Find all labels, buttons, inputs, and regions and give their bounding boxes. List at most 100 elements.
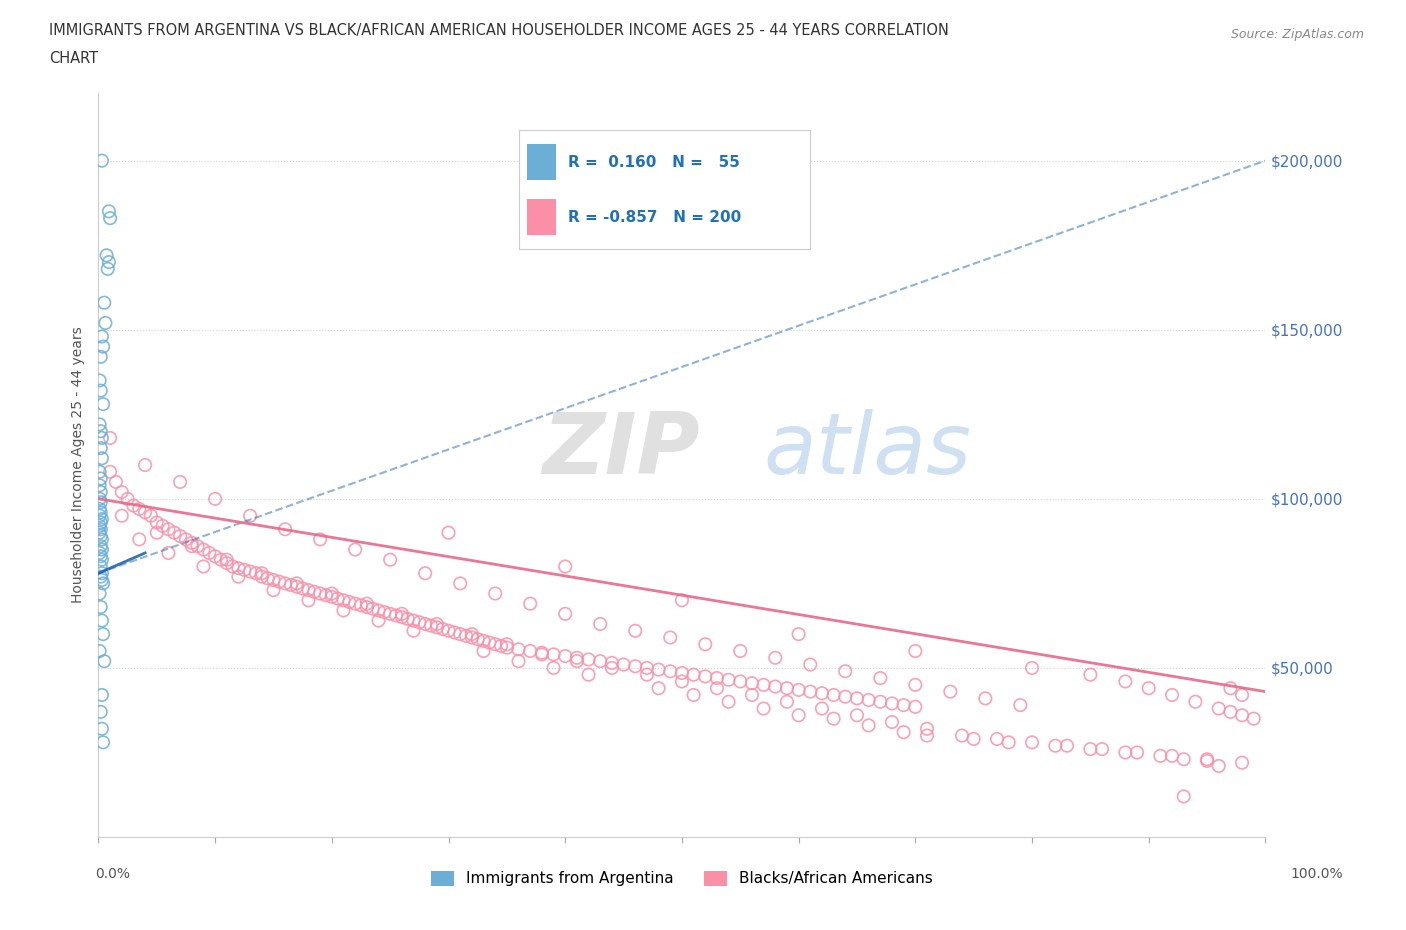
Point: [90, 515, 112, 530]
Point: [834, 664, 856, 679]
Point: [420, 618, 443, 633]
Point: [752, 701, 775, 716]
Text: CHART: CHART: [49, 51, 98, 66]
Point: [285, 579, 308, 594]
Point: [90, 565, 112, 580]
Point: [198, 546, 221, 561]
Point: [484, 637, 506, 652]
Point: [834, 689, 856, 704]
Point: [1208, 701, 1230, 716]
Point: [321, 590, 343, 604]
Point: [787, 683, 810, 698]
Point: [508, 654, 530, 669]
Point: [880, 696, 903, 711]
Point: [122, 498, 145, 513]
Point: [413, 617, 436, 631]
Point: [274, 522, 297, 537]
Point: [97, 204, 120, 219]
Point: [600, 656, 623, 671]
Point: [893, 724, 915, 739]
Point: [467, 631, 489, 646]
Point: [543, 660, 565, 675]
Point: [1243, 711, 1265, 726]
Point: [90, 329, 112, 344]
Point: [326, 591, 349, 606]
Point: [1091, 741, 1114, 756]
Point: [624, 658, 647, 673]
Point: [134, 505, 156, 520]
Point: [1056, 738, 1078, 753]
Point: [1184, 695, 1206, 710]
Point: [90, 451, 112, 466]
Point: [1219, 704, 1241, 719]
Point: [1021, 735, 1043, 750]
Point: [426, 620, 449, 635]
Point: [589, 617, 612, 631]
Point: [233, 563, 256, 578]
Point: [730, 644, 752, 658]
Point: [915, 728, 938, 743]
Point: [659, 630, 682, 644]
Point: [799, 684, 821, 699]
Point: [1010, 698, 1032, 712]
Point: [89, 464, 111, 479]
Point: [256, 571, 278, 586]
Point: [128, 532, 150, 547]
Point: [787, 708, 810, 723]
Point: [90, 569, 112, 584]
Point: [104, 474, 127, 489]
Point: [461, 630, 484, 644]
Point: [565, 654, 588, 669]
Point: [443, 625, 465, 640]
Point: [180, 536, 202, 551]
Point: [472, 633, 495, 648]
Point: [91, 397, 114, 412]
Point: [157, 522, 180, 537]
Point: [146, 525, 169, 540]
Point: [671, 592, 693, 607]
Point: [426, 617, 449, 631]
Point: [741, 687, 763, 702]
Point: [763, 650, 786, 665]
Point: [543, 647, 565, 662]
Point: [337, 594, 360, 609]
Point: [304, 584, 326, 599]
Point: [274, 576, 297, 591]
Point: [454, 629, 477, 644]
Point: [846, 708, 869, 723]
Point: [1230, 755, 1253, 770]
Text: 0.0%: 0.0%: [96, 867, 131, 881]
Point: [706, 681, 728, 696]
Point: [90, 495, 112, 510]
Point: [799, 658, 821, 672]
Point: [950, 728, 973, 743]
Text: Source: ZipAtlas.com: Source: ZipAtlas.com: [1230, 28, 1364, 41]
Point: [91, 627, 114, 642]
Point: [163, 525, 186, 540]
Point: [90, 441, 112, 456]
Point: [554, 648, 576, 663]
Point: [904, 699, 927, 714]
Point: [869, 695, 891, 710]
Point: [578, 652, 600, 667]
Point: [659, 664, 682, 679]
Point: [1230, 708, 1253, 723]
Point: [89, 518, 111, 533]
Point: [117, 491, 139, 506]
Point: [239, 565, 262, 579]
Point: [787, 627, 810, 642]
Point: [90, 613, 112, 628]
Point: [90, 538, 112, 553]
Point: [90, 472, 112, 486]
Point: [269, 574, 291, 589]
Point: [647, 681, 669, 696]
Point: [332, 603, 354, 618]
Point: [89, 501, 111, 516]
Point: [858, 718, 880, 733]
Point: [1161, 749, 1184, 764]
Point: [385, 608, 408, 623]
Point: [367, 603, 389, 618]
Point: [449, 627, 471, 642]
Point: [1208, 759, 1230, 774]
Point: [250, 569, 273, 584]
